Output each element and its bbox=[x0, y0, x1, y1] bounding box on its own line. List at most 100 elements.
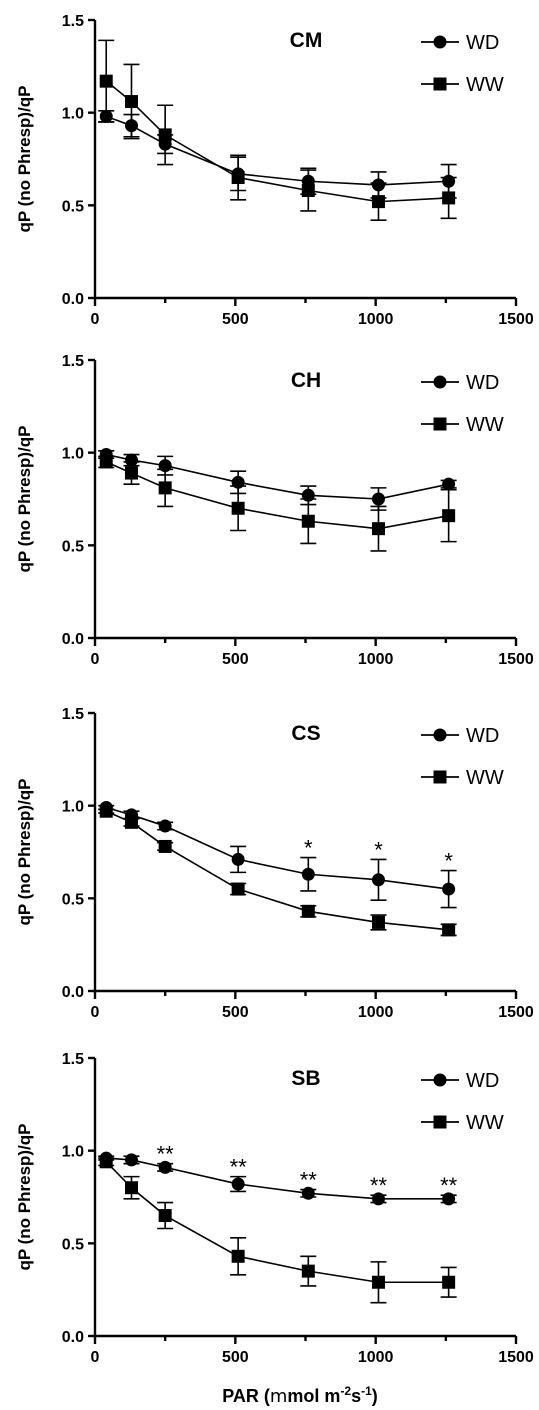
data-point-ww bbox=[231, 171, 245, 185]
y-tick-label: 0.5 bbox=[62, 198, 84, 215]
legend-label-ww: WW bbox=[466, 1112, 504, 1134]
x-tick-label: 500 bbox=[222, 1004, 249, 1021]
data-point-ww bbox=[231, 501, 245, 515]
y-axis-label: qP (no Phresp)/qP bbox=[15, 1123, 34, 1270]
data-point-wd bbox=[301, 1186, 315, 1200]
y-axis-label: qP (no Phresp)/qP bbox=[15, 778, 34, 925]
data-point-ww bbox=[442, 191, 456, 205]
x-tick-label: 1000 bbox=[358, 651, 394, 668]
x-tick-label: 1000 bbox=[358, 311, 394, 328]
x-tick-label: 500 bbox=[222, 311, 249, 328]
significance-marker: ** bbox=[157, 1142, 175, 1167]
series-ww bbox=[98, 804, 457, 937]
y-tick-label: 1.0 bbox=[62, 106, 84, 123]
legend-marker-ww bbox=[433, 417, 447, 431]
legend-marker-wd bbox=[433, 728, 447, 742]
legend-label-wd: WD bbox=[466, 32, 499, 54]
significance-marker: * bbox=[304, 836, 313, 861]
data-point-ww bbox=[124, 1181, 138, 1195]
data-point-wd bbox=[442, 882, 456, 896]
chart-title: CS bbox=[291, 722, 320, 745]
data-point-ww bbox=[124, 95, 138, 109]
series-line-ww bbox=[105, 1161, 449, 1284]
chart-panel-cs: 0.0 0.5 1.0 1.5 0 500 1000 1500 qP (no Phresp)/q… bbox=[15, 706, 534, 1021]
data-point-ww bbox=[442, 509, 456, 523]
series-ww bbox=[98, 1155, 457, 1304]
data-point-wd bbox=[442, 1192, 456, 1206]
legend-marker-wd bbox=[433, 375, 447, 389]
legend-marker-ww bbox=[433, 770, 447, 784]
data-point-wd bbox=[124, 1153, 138, 1167]
x-tick-label: 500 bbox=[222, 651, 249, 668]
data-point-wd bbox=[158, 819, 172, 833]
legend-marker-wd bbox=[433, 1073, 447, 1087]
x-tick-label: 0 bbox=[91, 651, 100, 668]
significance-marker: ** bbox=[370, 1173, 388, 1198]
legend-marker-ww bbox=[433, 77, 447, 91]
data-point-wd bbox=[301, 867, 315, 881]
legend-label-wd: WD bbox=[466, 372, 499, 394]
data-point-ww bbox=[99, 804, 113, 818]
data-point-ww bbox=[371, 195, 385, 209]
y-axis-label: qP (no Phresp)/qP bbox=[15, 425, 34, 572]
x-tick-label: 0 bbox=[91, 1349, 100, 1366]
chart-title: CM bbox=[290, 29, 323, 52]
data-point-ww bbox=[158, 481, 172, 495]
chart-title: CH bbox=[291, 369, 321, 392]
x-tick-label: 1500 bbox=[498, 1349, 534, 1366]
x-axis-label: PAR (mmol m-2s-1) bbox=[222, 1384, 378, 1407]
series-wd bbox=[98, 1151, 457, 1206]
y-tick-label: 0.5 bbox=[62, 1236, 84, 1253]
legend-label-wd: WD bbox=[466, 1070, 499, 1092]
data-point-wd bbox=[442, 477, 456, 491]
x-tick-label: 1500 bbox=[498, 651, 534, 668]
y-axis-label: qP (no Phresp)/qP bbox=[15, 85, 34, 232]
x-tick-label: 1000 bbox=[358, 1004, 394, 1021]
legend-label-ww: WW bbox=[466, 414, 504, 436]
significance-marker: ** bbox=[440, 1173, 458, 1198]
y-tick-label: 1.0 bbox=[62, 799, 84, 816]
data-point-ww bbox=[301, 514, 315, 528]
y-tick-label: 1.5 bbox=[62, 706, 84, 723]
data-point-ww bbox=[371, 915, 385, 929]
legend-label-wd: WD bbox=[466, 725, 499, 747]
data-point-ww bbox=[301, 184, 315, 198]
significance-marker: ** bbox=[230, 1155, 248, 1180]
series-ww bbox=[98, 455, 457, 552]
significance-marker: * bbox=[444, 849, 453, 874]
series-line-wd bbox=[106, 453, 449, 500]
x-tick-label: 1000 bbox=[358, 1349, 394, 1366]
series-wd bbox=[98, 801, 457, 909]
chart-panel-sb: 0.0 0.5 1.0 1.5 0 500 1000 1500 qP (no Phresp)/q… bbox=[15, 1051, 534, 1366]
chart-panel-cm: 0.0 0.5 1.0 1.5 0 500 1000 1500 qP (no Phresp)/q… bbox=[15, 13, 534, 328]
data-point-ww bbox=[442, 1275, 456, 1289]
data-point-ww bbox=[99, 74, 113, 88]
chart-panel-ch: 0.0 0.5 1.0 1.5 0 500 1000 1500 qP (no Phresp)/q… bbox=[15, 353, 534, 668]
data-point-ww bbox=[301, 1264, 315, 1278]
y-tick-label: 0.5 bbox=[62, 538, 84, 555]
legend-label-ww: WW bbox=[466, 74, 504, 96]
data-point-ww bbox=[158, 1209, 172, 1223]
y-tick-label: 0.0 bbox=[62, 984, 84, 1001]
data-point-wd bbox=[231, 852, 245, 866]
legend-marker-wd bbox=[433, 35, 447, 49]
data-point-wd bbox=[231, 1177, 245, 1191]
significance-marker: ** bbox=[300, 1168, 318, 1193]
y-tick-label: 0.0 bbox=[62, 291, 84, 308]
y-tick-label: 0.0 bbox=[62, 1329, 84, 1346]
data-point-ww bbox=[99, 455, 113, 469]
y-tick-label: 1.0 bbox=[62, 446, 84, 463]
x-tick-label: 1500 bbox=[498, 311, 534, 328]
data-point-ww bbox=[124, 466, 138, 480]
data-point-wd bbox=[371, 492, 385, 506]
series-line-wd bbox=[106, 806, 449, 890]
data-point-ww bbox=[301, 904, 315, 918]
data-point-wd bbox=[371, 873, 385, 887]
data-point-ww bbox=[442, 923, 456, 937]
y-tick-label: 1.5 bbox=[62, 353, 84, 370]
significance-marker: * bbox=[374, 837, 383, 862]
y-tick-label: 1.5 bbox=[62, 1051, 84, 1068]
series-wd bbox=[98, 448, 457, 511]
x-tick-label: 0 bbox=[91, 311, 100, 328]
